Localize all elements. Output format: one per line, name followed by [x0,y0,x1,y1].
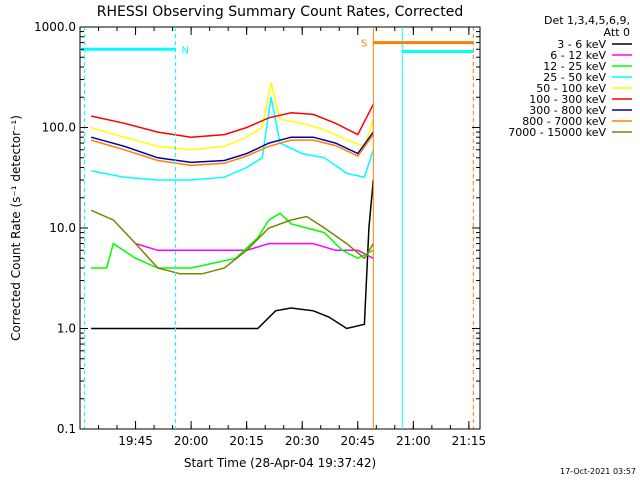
legend-label-7: 800 - 7000 keV [522,115,606,128]
legend-label-6: 300 - 800 keV [529,104,606,117]
legend-label-5: 100 - 300 keV [529,93,606,106]
legend-label-2: 12 - 25 keV [543,60,606,73]
x-tick-label-3: 20:30 [285,434,320,448]
series-line-2 [91,212,374,269]
series-line-8 [90,209,374,275]
series-line-0 [91,179,375,330]
series-line-4 [90,82,375,151]
y-tick-label-0: 1000.0 [34,20,76,34]
interval-label-1: S [361,39,367,50]
x-tick-label-2: 20:15 [229,434,264,448]
x-axis-label: Start Time (28-Apr-04 19:37:42) [184,456,376,470]
series-line-3 [90,97,375,181]
x-tick-label-6: 21:15 [452,434,487,448]
generation-timestamp: 17-Oct-2021 03:57 [560,467,636,476]
y-tick-label-1: 100.0 [42,121,76,135]
plot-frame [79,26,481,430]
y-tick-label-2: 10.0 [49,221,76,235]
x-tick-label-5: 21:00 [396,434,431,448]
y-axis-label: Corrected Count Rate (s⁻¹ detector⁻¹) [9,115,23,341]
legend-label-4: 50 - 100 keV [536,82,606,95]
series-line-6 [90,131,374,164]
marker-group: NS [80,27,474,429]
legend-header-1: Att 0 [604,26,630,39]
chart-title: RHESSI Observing Summary Count Rates, Co… [97,4,463,20]
x-axis-ticks: 19:45 20:00 20:15 20:30 20:45 21:00 21:15 [79,27,487,448]
series-line-5 [90,103,374,138]
legend-label-8: 7000 - 15000 keV [508,126,606,139]
interval-label-0: N [182,45,189,56]
x-tick-label-4: 20:45 [340,434,375,448]
x-tick-label-0: 19:45 [118,434,153,448]
legend-label-1: 6 - 12 keV [550,49,606,62]
legend-header-0: Det 1,3,4,5,6,9, [544,14,630,27]
series-line-7 [90,134,374,167]
series-group [90,82,375,330]
legend-label-3: 25 - 50 keV [543,71,606,84]
y-axis-ticks: 1000.0 100.0 10.0 1.0 0.1 [34,20,480,436]
legend-label-0: 3 - 6 keV [557,38,606,51]
y-tick-label-3: 1.0 [57,322,76,336]
x-tick-label-1: 20:00 [174,434,209,448]
y-tick-label-4: 0.1 [57,422,76,436]
